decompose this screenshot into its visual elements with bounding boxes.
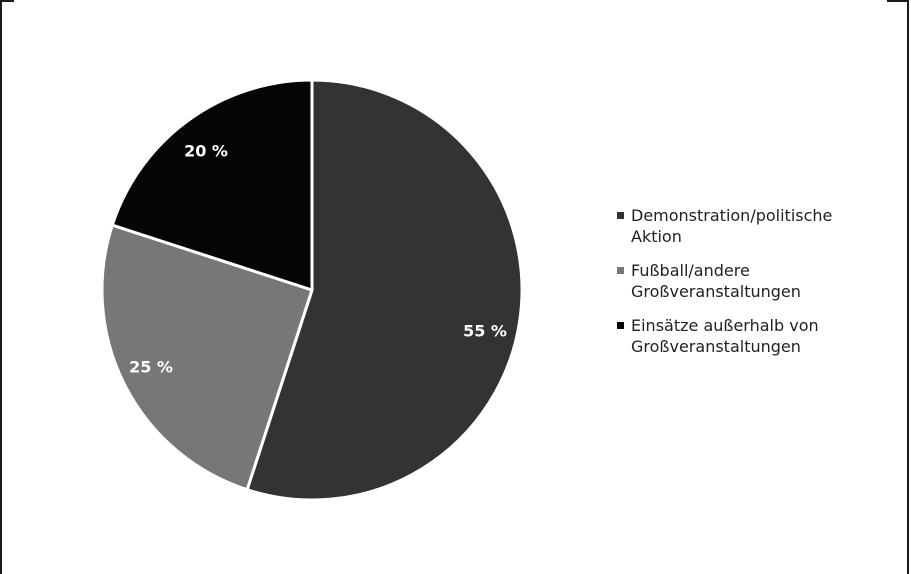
legend-item-2: Fußball/andere Großveranstaltungen	[617, 260, 887, 302]
chart-legend: Demonstration/politische Aktion Fußball/an…	[617, 205, 887, 370]
legend-label-1: Demonstration/politische Aktion	[631, 206, 833, 246]
legend-swatch-1	[617, 212, 624, 219]
legend-item-3: Einsätze außerhalb von Großveranstaltunge…	[617, 315, 887, 357]
slice-value-label-2: 25 %	[129, 358, 173, 377]
slice-labels: 55 % 25 % 20 %	[129, 142, 507, 377]
pie-slice-2	[100, 223, 314, 492]
frame-left-border	[0, 0, 2, 574]
legend-swatch-3	[617, 322, 624, 329]
frame-top-left-tick	[0, 0, 14, 2]
slice-value-label-3: 20 %	[184, 142, 228, 161]
legend-swatch-2	[617, 267, 624, 274]
legend-item-1: Demonstration/politische Aktion	[617, 205, 887, 247]
frame-right-border	[907, 0, 909, 574]
pie-slice-1	[245, 78, 524, 502]
pie-slices	[100, 78, 524, 502]
slice-value-label-1: 55 %	[463, 322, 507, 341]
pie-slice-3	[110, 78, 314, 292]
legend-label-3: Einsätze außerhalb von Großveranstaltunge…	[631, 316, 819, 356]
frame-top-right-tick	[887, 0, 909, 2]
legend-label-2: Fußball/andere Großveranstaltungen	[631, 261, 801, 301]
